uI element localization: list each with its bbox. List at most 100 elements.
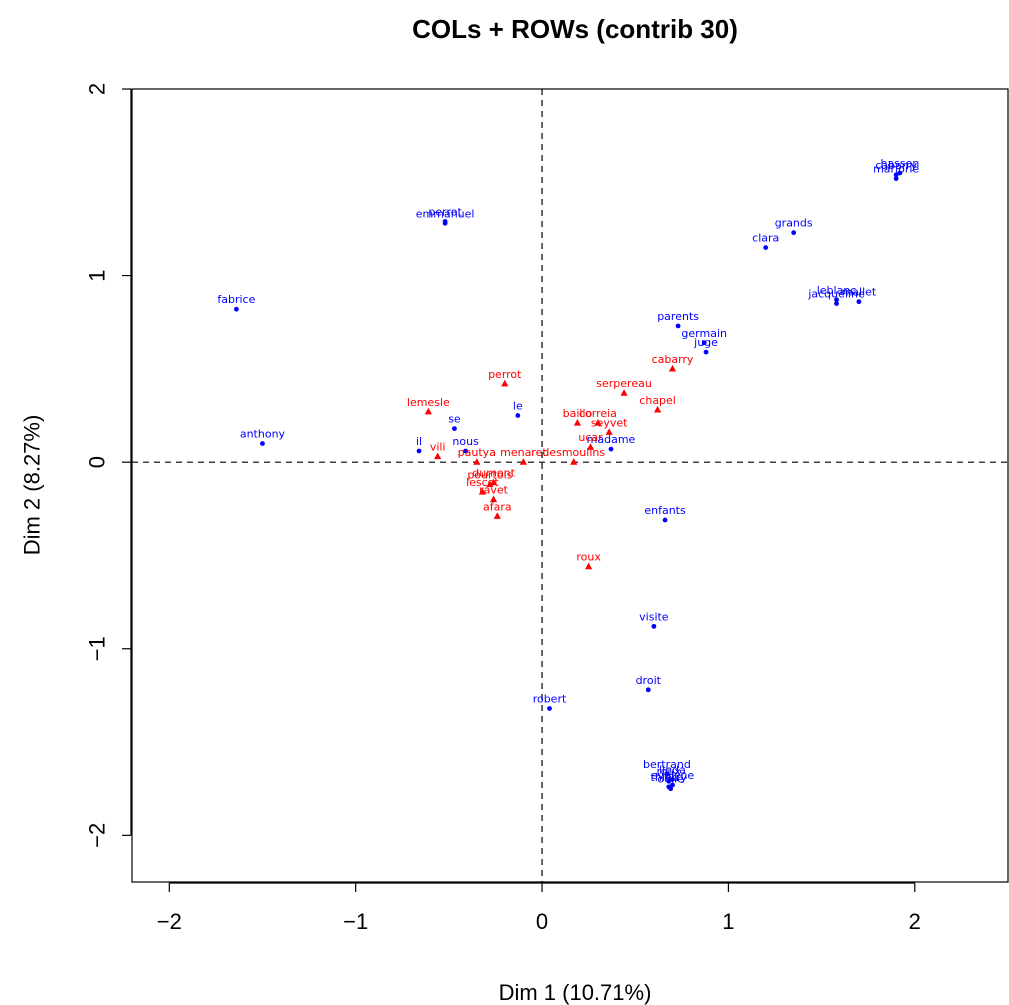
x-axis-title: Dim 1 (10.71%)	[499, 980, 652, 1005]
reference-lines	[132, 89, 1008, 882]
point-label: pautya	[458, 446, 496, 459]
y-tick-label: 0	[85, 456, 110, 468]
column-point-marker	[834, 301, 839, 306]
y-axis-title: Dim 2 (8.27%)	[20, 415, 45, 556]
point-label: linda	[659, 763, 686, 776]
point-label: hasson	[880, 157, 919, 170]
point-label: juge	[693, 336, 718, 349]
point-label: serpereau	[596, 377, 652, 390]
column-point-marker	[670, 776, 675, 782]
x-tick-label: 1	[722, 909, 734, 934]
row-point-marker	[668, 364, 677, 372]
column-points: cabarryhassonmarjoriegrandsclaraleblancm…	[217, 157, 919, 792]
column-point-marker	[645, 687, 651, 693]
point-label: pourtois	[467, 469, 512, 482]
point-label: roux	[657, 765, 682, 778]
point-label: thierry	[651, 771, 688, 784]
point-label: ucar	[578, 431, 603, 444]
x-tick-label: −1	[343, 909, 368, 934]
point-label: evelyne	[651, 769, 695, 782]
row-point-marker	[478, 488, 486, 495]
point-label: lescot	[466, 476, 499, 489]
y-tick-label: 2	[85, 83, 110, 95]
column-point-marker	[666, 778, 672, 784]
column-point-marker	[416, 448, 422, 454]
point-label: bertrand	[643, 758, 691, 771]
point-label: enfants	[644, 504, 686, 517]
column-point-marker	[233, 306, 239, 312]
point-label: leblanc	[817, 284, 857, 297]
column-point-marker	[791, 230, 797, 236]
column-point-marker	[763, 245, 769, 251]
row-point-marker	[605, 428, 613, 435]
point-label: nous	[452, 435, 479, 448]
row-point-marker	[501, 379, 509, 387]
point-label: ravet	[479, 483, 509, 496]
point-label: droit	[636, 674, 662, 687]
column-point-marker	[662, 517, 668, 523]
point-label: baillo	[563, 407, 593, 420]
row-point-marker	[620, 389, 628, 396]
point-label: visite	[639, 610, 669, 623]
row-point-marker	[489, 478, 498, 486]
column-point-marker	[260, 441, 265, 446]
point-label: se	[448, 413, 461, 426]
row-point-marker	[489, 495, 498, 503]
row-point-marker	[493, 512, 501, 519]
point-label: il	[416, 435, 422, 448]
x-axis: −2 −1 0 1 2	[157, 882, 921, 934]
chart-title: COLs + ROWs (contrib 30)	[412, 14, 738, 44]
point-label: menaret	[500, 446, 547, 459]
point-label: jacqueline	[807, 288, 865, 301]
row-point-marker	[654, 405, 662, 413]
column-point-marker	[834, 297, 839, 303]
point-label: grands	[775, 217, 813, 230]
row-point-marker	[573, 418, 582, 426]
column-point-marker	[608, 446, 614, 452]
point-label: anthony	[240, 428, 286, 441]
point-label: fabrice	[217, 293, 255, 306]
point-label: chapel	[639, 394, 676, 407]
point-label: cabarry	[652, 353, 694, 366]
row-point-marker	[424, 407, 432, 415]
row-point-marker	[486, 480, 494, 488]
y-axis: −2 −1 0 1 2	[85, 83, 132, 848]
y-tick-label: −2	[85, 823, 110, 848]
x-tick-label: −2	[157, 909, 182, 934]
row-point-marker	[585, 562, 593, 570]
point-label: roux	[576, 551, 601, 564]
plot-frame	[131, 88, 1009, 883]
column-point-marker	[856, 299, 862, 305]
column-point-marker	[651, 623, 657, 629]
column-point-marker	[442, 220, 448, 226]
point-label: robert	[533, 692, 567, 705]
point-label: lemesle	[407, 396, 450, 409]
point-label: perrot	[488, 368, 522, 381]
point-label: germain	[681, 327, 727, 340]
column-point-marker	[547, 706, 552, 711]
column-point-marker	[675, 323, 681, 329]
column-point-marker	[664, 771, 670, 777]
point-label: afara	[483, 500, 512, 513]
column-point-marker	[668, 786, 674, 792]
x-tick-label: 0	[536, 909, 548, 934]
point-label: odile	[657, 773, 684, 786]
x-tick-label: 2	[909, 909, 921, 934]
point-label: cabarry	[875, 159, 917, 172]
point-label: le	[513, 400, 523, 413]
column-point-marker	[703, 349, 709, 355]
row-point-marker	[586, 443, 595, 450]
point-label: seyvet	[591, 416, 628, 429]
y-tick-label: 1	[85, 269, 110, 281]
point-label: madame	[587, 433, 636, 446]
column-point-marker	[897, 170, 903, 176]
row-point-marker	[434, 452, 442, 460]
point-label: correia	[579, 407, 617, 420]
point-label: clara	[752, 232, 779, 245]
column-point-marker	[515, 413, 521, 418]
column-point-marker	[893, 176, 899, 181]
column-point-marker	[893, 172, 899, 178]
